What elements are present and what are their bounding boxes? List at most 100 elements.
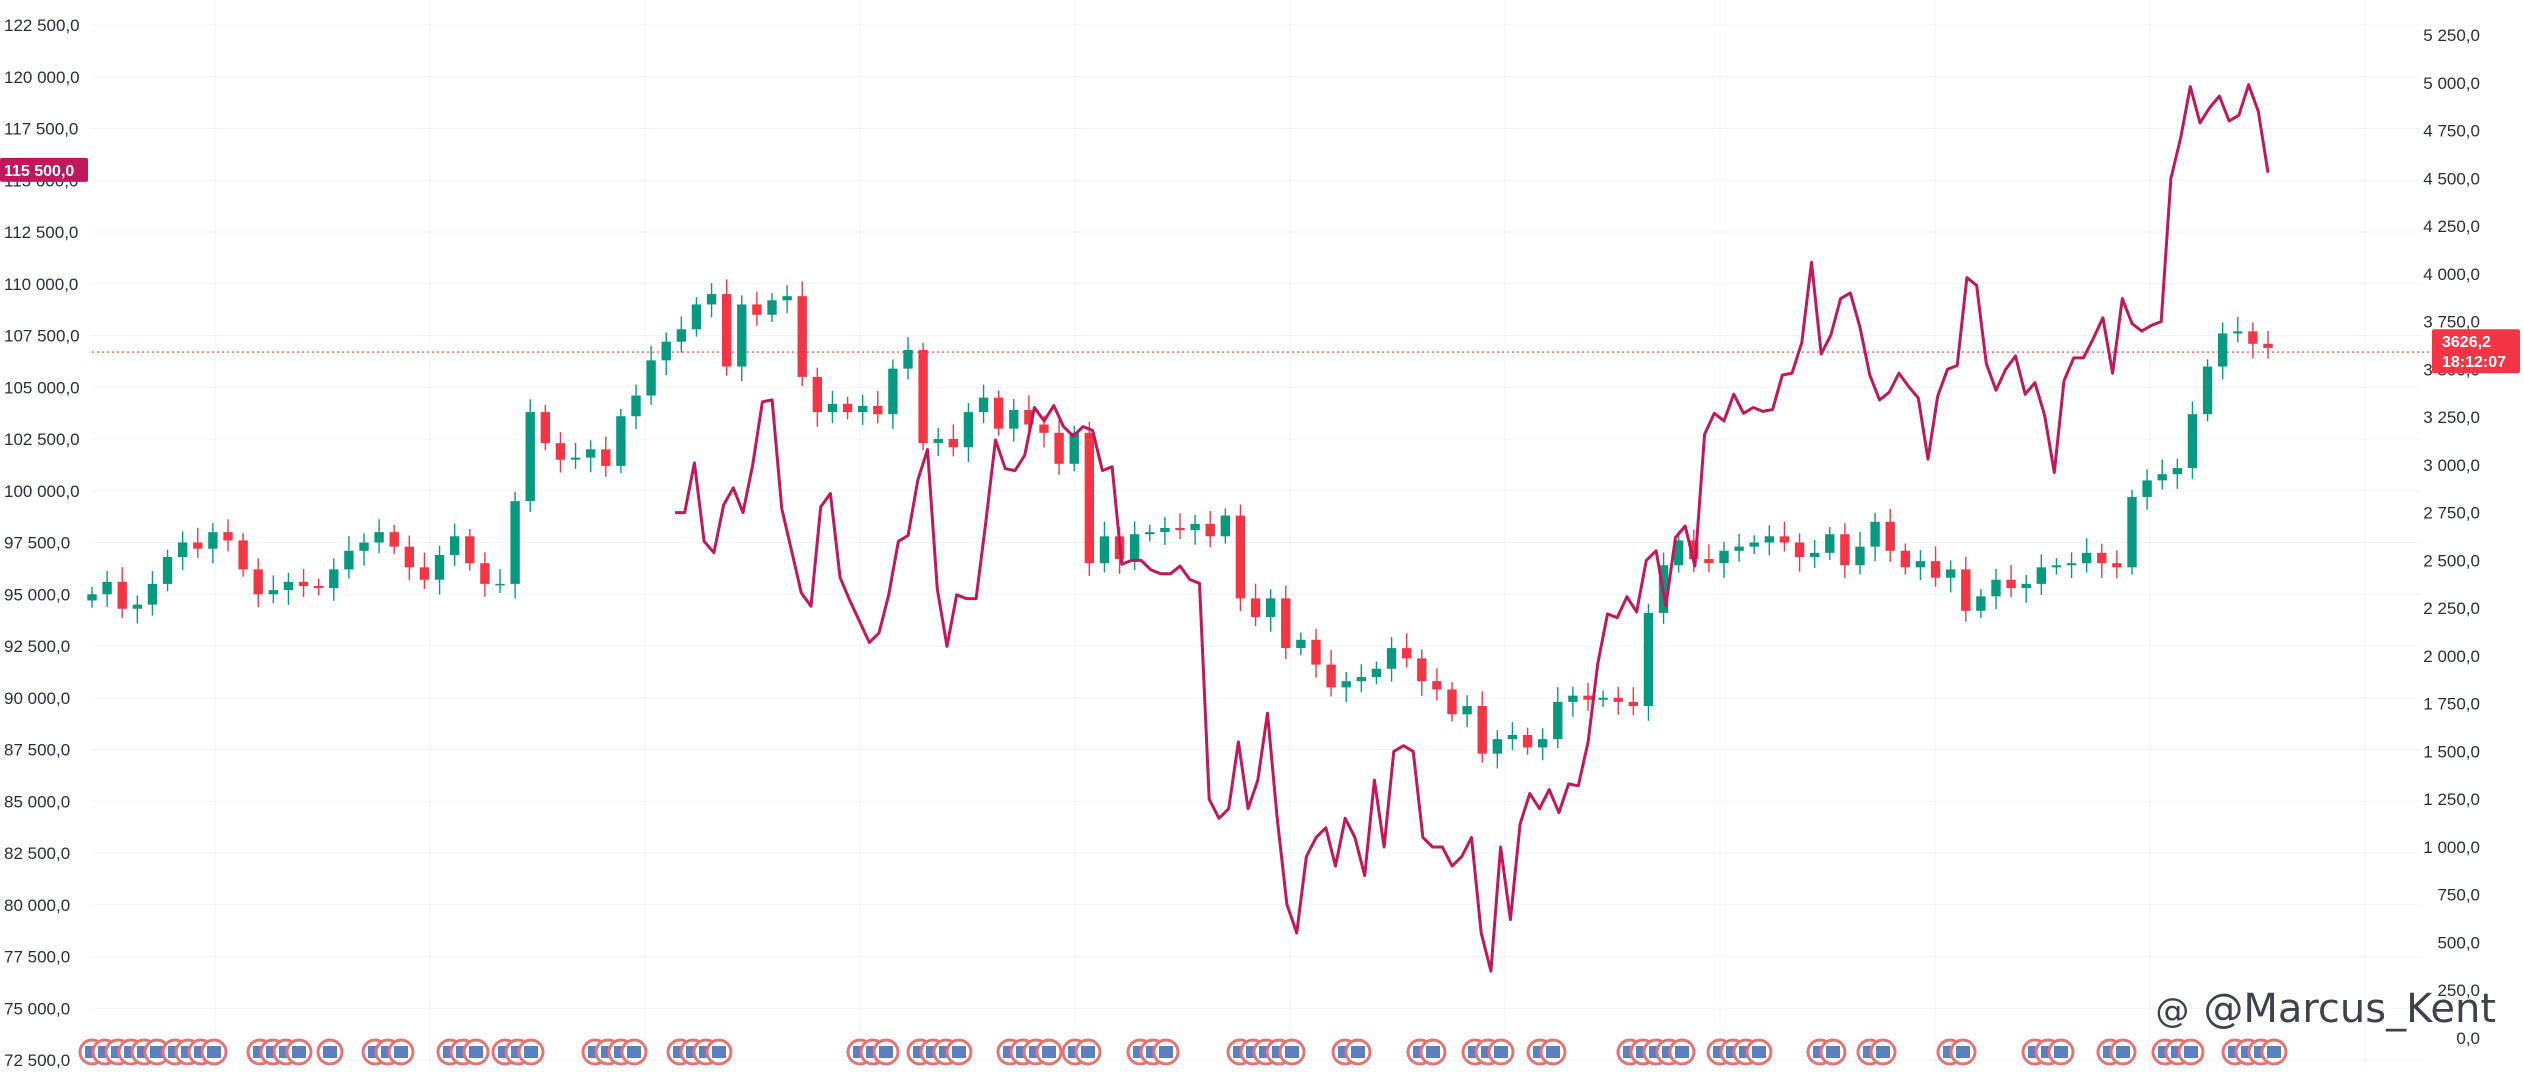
- event-flag-icon[interactable]: [1539, 1038, 1567, 1066]
- event-flag-icon[interactable]: [1035, 1038, 1063, 1066]
- candle-body: [737, 304, 747, 367]
- candle-body: [903, 349, 913, 369]
- event-flag-icon[interactable]: [1344, 1038, 1372, 1066]
- left-axis-tick-label: 120 000,0: [4, 68, 80, 87]
- candle-body: [1432, 681, 1442, 690]
- event-flag-icon[interactable]: [1278, 1038, 1306, 1066]
- candle-body: [1084, 432, 1095, 564]
- event-flag-icon[interactable]: [2047, 1038, 2075, 1066]
- event-flag-body: [1494, 1046, 1508, 1058]
- right-axis-tick-label: 2 500,0: [2423, 551, 2480, 570]
- event-flag-body: [1876, 1046, 1890, 1058]
- event-flag-body: [2054, 1046, 2068, 1058]
- event-flag-icon[interactable]: [705, 1038, 733, 1066]
- candle-body: [1598, 697, 1608, 700]
- candle-body: [102, 581, 112, 595]
- candle-body: [1477, 706, 1487, 754]
- candle-body: [1961, 569, 1971, 611]
- candle-body: [1296, 639, 1306, 649]
- event-flag-icon[interactable]: [2109, 1038, 2137, 1066]
- event-flag-icon[interactable]: [2260, 1038, 2288, 1066]
- candle-body: [978, 397, 989, 413]
- right-axis-tick-label: 1 750,0: [2423, 695, 2480, 714]
- event-flag-icon[interactable]: [1949, 1038, 1977, 1066]
- candle-body: [2112, 563, 2122, 568]
- event-flag-icon[interactable]: [1668, 1038, 1696, 1066]
- event-flag-icon[interactable]: [462, 1038, 490, 1066]
- event-flag-icon[interactable]: [1819, 1038, 1847, 1066]
- candle-body: [1537, 739, 1548, 748]
- event-flag-icon[interactable]: [2177, 1038, 2205, 1066]
- event-flag-body: [627, 1046, 641, 1058]
- candle-body: [1326, 664, 1336, 688]
- candle-body: [782, 296, 792, 301]
- event-markers[interactable]: [78, 1038, 2288, 1066]
- event-flag-icon[interactable]: [620, 1038, 648, 1066]
- event-flag-icon[interactable]: [872, 1038, 900, 1066]
- candle-body: [2036, 567, 2047, 584]
- candle-body: [963, 412, 974, 448]
- candle-body: [2006, 579, 2016, 589]
- candle-body: [177, 542, 188, 557]
- event-flag-icon[interactable]: [387, 1038, 415, 1066]
- candle-body: [117, 581, 127, 609]
- right-axis-tick-label: 1 500,0: [2423, 742, 2480, 761]
- candle-body: [1522, 735, 1533, 748]
- right-axis-tick-label: 3 000,0: [2423, 456, 2480, 475]
- event-flag-icon[interactable]: [945, 1038, 973, 1066]
- candle-body: [404, 546, 415, 568]
- left-axis-tick-label: 80 000,0: [4, 896, 70, 915]
- candle-body: [661, 341, 671, 361]
- candle-body: [298, 581, 309, 586]
- candle-body: [223, 532, 233, 541]
- event-flag-body: [1285, 1046, 1299, 1058]
- candle-body: [1386, 648, 1397, 669]
- candle-body: [2127, 496, 2137, 568]
- event-flag-icon[interactable]: [1745, 1038, 1773, 1066]
- event-flag-icon[interactable]: [1487, 1038, 1515, 1066]
- candle-body: [1205, 523, 1215, 537]
- event-flag-icon[interactable]: [1419, 1038, 1447, 1066]
- candle-body: [888, 368, 898, 415]
- watermark: @ @Marcus_Kent: [2155, 986, 2496, 1032]
- event-flag-icon[interactable]: [1869, 1038, 1897, 1066]
- left-axis-tick-label: 102 500,0: [4, 430, 80, 449]
- candle-body: [253, 569, 263, 595]
- overlay-line-series: [675, 83, 2270, 973]
- event-flag-body: [524, 1046, 538, 1058]
- event-flag-icon[interactable]: [285, 1038, 313, 1066]
- event-flag-body: [1752, 1046, 1766, 1058]
- event-flag-body: [1042, 1046, 1056, 1058]
- candle-body: [1613, 697, 1623, 702]
- candle-body: [1900, 550, 1911, 568]
- candle-body: [1250, 598, 1261, 618]
- candle-body: [2172, 467, 2183, 475]
- event-flag-icon[interactable]: [1074, 1038, 1102, 1066]
- candle-body: [1507, 735, 1518, 740]
- event-flag-icon[interactable]: [316, 1038, 344, 1066]
- event-flag-icon[interactable]: [517, 1038, 545, 1066]
- candle-body: [1915, 561, 1926, 568]
- right-axis-tick-label: 250,0: [2437, 981, 2480, 1000]
- right-axis-tick-label: 0,0: [2456, 1029, 2480, 1048]
- event-flag-icon[interactable]: [200, 1038, 228, 1066]
- candle-body: [1734, 546, 1744, 551]
- candle-body: [2248, 331, 2258, 344]
- candle-body: [510, 501, 520, 584]
- right-price-axis[interactable]: 5 250,0 5 000,0 4 750,0 4 500,0 4 250,0 4 000…: [2423, 26, 2480, 1048]
- candle-body: [449, 536, 460, 555]
- event-flag-icon[interactable]: [1152, 1038, 1180, 1066]
- candle-body: [268, 590, 279, 595]
- right-axis-tick-label: 1 000,0: [2423, 838, 2480, 857]
- candle-body: [434, 554, 445, 580]
- left-price-tag-bg: [0, 157, 88, 182]
- candle-body: [1643, 612, 1654, 707]
- candle-body: [827, 403, 838, 413]
- right-axis-tick-label: 1 250,0: [2423, 790, 2480, 809]
- candle-body: [480, 563, 490, 584]
- right-axis-tick-label: 4 750,0: [2423, 122, 2480, 141]
- candle-body: [87, 594, 97, 601]
- candle-body: [1553, 701, 1563, 740]
